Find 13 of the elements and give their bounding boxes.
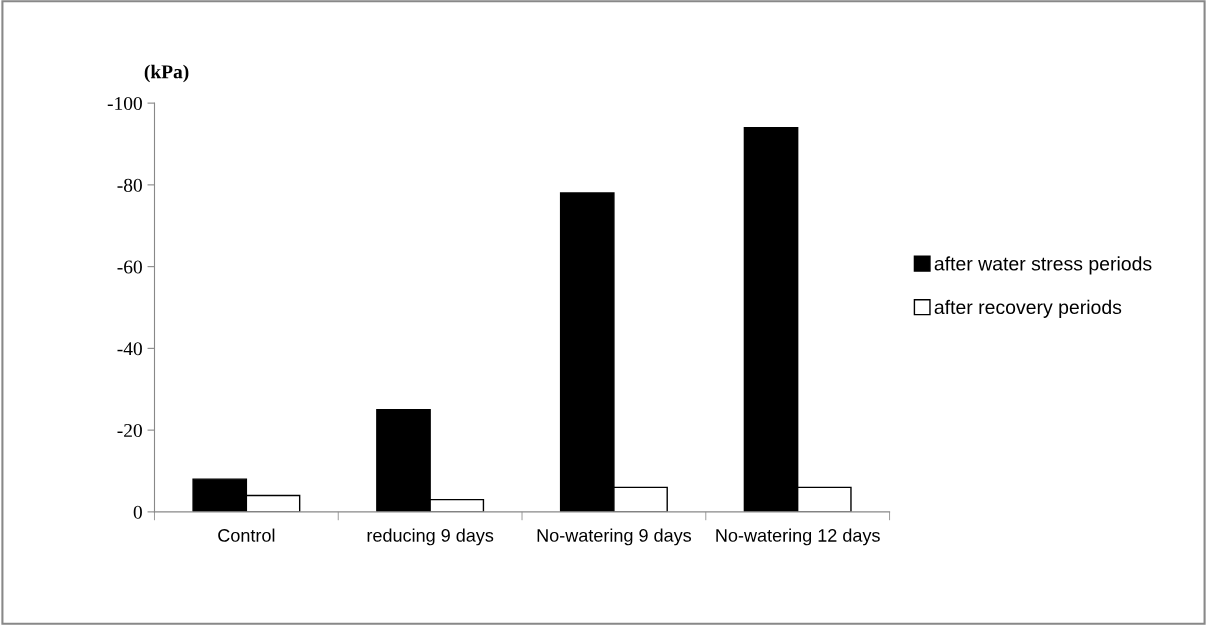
y-tick-label: 0 bbox=[133, 505, 142, 519]
legend-label: after water stress periods bbox=[934, 256, 1152, 275]
y-tick-label: -80 bbox=[117, 178, 142, 192]
y-tick-label: -40 bbox=[117, 342, 142, 356]
x-tick-label: No-watering 12 days bbox=[716, 528, 880, 546]
x-tick-label: No-watering 9 days bbox=[537, 528, 692, 546]
y-axis-title: (kPa) bbox=[144, 64, 189, 83]
y-tick-label: -60 bbox=[117, 260, 142, 274]
legend-label: after recovery periods bbox=[934, 299, 1122, 318]
x-tick-label: Control bbox=[218, 528, 275, 542]
y-tick-label: -20 bbox=[117, 423, 142, 438]
y-tick-label: -100 bbox=[107, 96, 142, 111]
x-tick-label: reducing 9 days bbox=[367, 528, 494, 546]
